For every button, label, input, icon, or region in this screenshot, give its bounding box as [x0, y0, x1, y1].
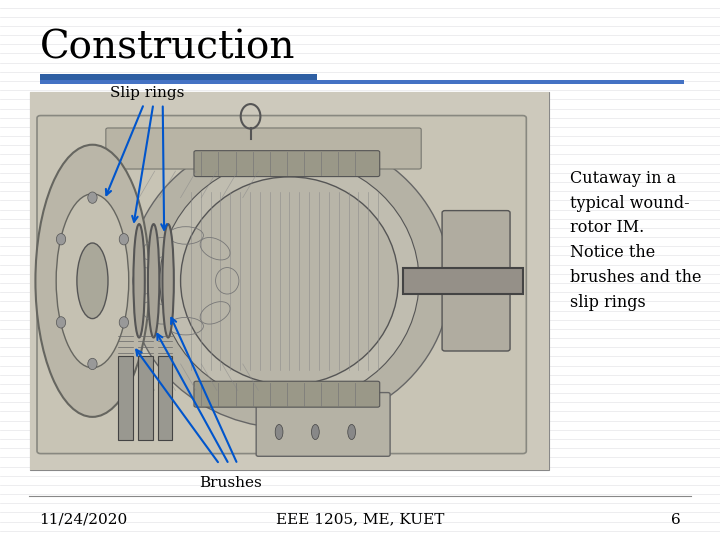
Ellipse shape [129, 133, 450, 428]
Ellipse shape [120, 233, 129, 245]
Text: Construction: Construction [40, 30, 295, 67]
Ellipse shape [77, 243, 108, 319]
Bar [30, 92, 549, 470]
Text: Brushes: Brushes [199, 476, 262, 490]
Ellipse shape [120, 316, 129, 328]
Ellipse shape [160, 158, 419, 404]
Text: EEE 1205, ME, KUET: EEE 1205, ME, KUET [276, 512, 444, 526]
Text: Slip rings: Slip rings [110, 86, 185, 100]
FancyBboxPatch shape [106, 128, 421, 169]
Ellipse shape [348, 424, 356, 440]
Text: Cutaway in a
typical wound-
rotor IM.
Notice the
brushes and the
slip rings: Cutaway in a typical wound- rotor IM. No… [570, 170, 702, 311]
Ellipse shape [35, 145, 150, 417]
Ellipse shape [56, 194, 129, 368]
Bar [30, 92, 549, 470]
Ellipse shape [163, 224, 174, 338]
Bar [40, 74, 317, 84]
FancyBboxPatch shape [194, 381, 379, 407]
Ellipse shape [312, 424, 319, 440]
Bar [40, 80, 684, 84]
FancyBboxPatch shape [194, 151, 379, 177]
Bar [118, 356, 133, 440]
Ellipse shape [88, 192, 97, 203]
FancyBboxPatch shape [256, 393, 390, 456]
Ellipse shape [148, 224, 159, 338]
Bar [158, 356, 172, 440]
Bar [403, 268, 523, 294]
FancyBboxPatch shape [37, 116, 526, 454]
Ellipse shape [56, 316, 66, 328]
Ellipse shape [56, 233, 66, 245]
Ellipse shape [88, 359, 97, 370]
Text: 11/24/2020: 11/24/2020 [40, 512, 128, 526]
Bar [138, 356, 153, 440]
FancyBboxPatch shape [442, 211, 510, 351]
Ellipse shape [275, 424, 283, 440]
Text: 6: 6 [670, 512, 680, 526]
Ellipse shape [133, 224, 145, 338]
Ellipse shape [181, 177, 398, 384]
